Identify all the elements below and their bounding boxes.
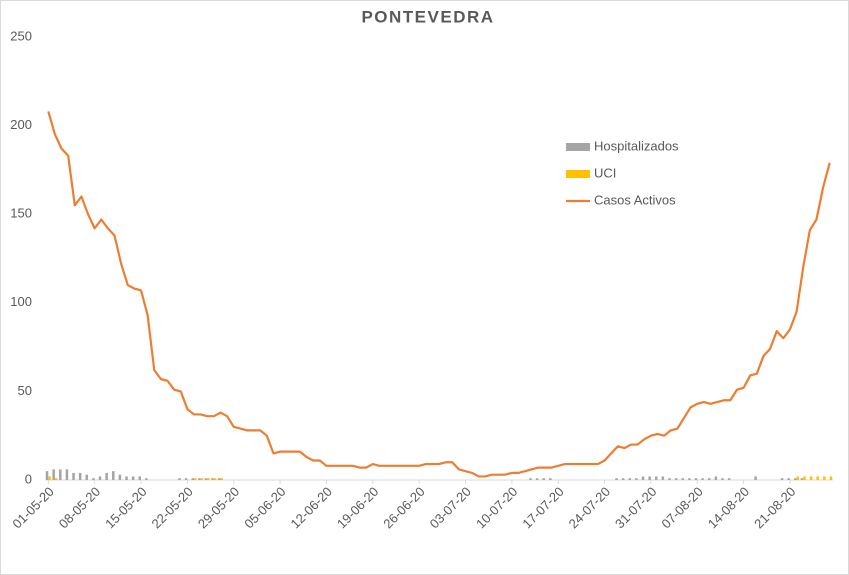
bar [628,478,632,480]
bar [204,478,208,480]
bar [125,476,128,480]
bar [707,478,711,480]
y-tick-label: 100 [10,294,32,309]
bar [220,478,223,480]
bar [681,478,685,480]
bar [800,478,804,480]
chart-title: PONTEVEDRA [361,7,494,26]
bar [112,471,115,480]
bar [674,478,678,480]
bar [787,478,790,480]
y-tick-label: 150 [10,206,32,221]
y-tick-label: 0 [25,471,32,486]
bar [823,476,826,480]
legend-swatch [566,170,590,178]
legend-label: Hospitalizados [594,138,679,153]
bar [535,478,539,480]
bar [45,471,49,480]
bar [92,478,95,480]
bar [184,478,188,480]
bar [72,472,75,480]
bar [621,478,625,480]
bar [635,478,638,480]
bar [52,469,55,480]
bar [191,478,194,480]
bar [105,472,108,480]
legend-swatch [566,143,590,151]
bar [648,476,651,480]
bar [721,478,724,480]
bar [211,478,214,480]
bar [641,476,645,480]
bar [200,478,204,480]
bar [727,478,731,480]
legend-label: UCI [594,165,616,180]
bar [816,476,819,480]
bar [78,472,82,480]
legend-label: Casos Activos [594,192,676,207]
bar [694,478,698,480]
bar [794,478,797,480]
y-tick-label: 50 [18,383,32,398]
bar [655,476,658,480]
bar [217,478,221,480]
y-tick-label: 250 [10,28,32,43]
bar [213,478,217,480]
bar [138,476,142,480]
bar [98,476,102,480]
bar [193,478,197,480]
bar [118,474,122,480]
bar [809,476,813,480]
bar [65,469,69,480]
bar [615,478,618,480]
bar [661,476,665,480]
bar [54,478,58,480]
bar [668,478,671,480]
bar [701,478,704,480]
bar [178,478,181,480]
bar [131,476,135,480]
bar [85,474,89,480]
bar [549,478,552,480]
bar [542,478,545,480]
bar [145,478,148,480]
bar [796,476,800,480]
bar [803,476,806,480]
bar [754,476,757,480]
bar [714,476,718,480]
bar [688,478,691,480]
bar [48,476,51,480]
bar [198,478,201,480]
bar [829,476,833,480]
line [47,111,831,478]
y-tick-label: 200 [10,117,32,132]
bar [59,469,62,480]
bar [780,478,784,480]
bar [207,478,210,480]
bar [529,478,532,480]
